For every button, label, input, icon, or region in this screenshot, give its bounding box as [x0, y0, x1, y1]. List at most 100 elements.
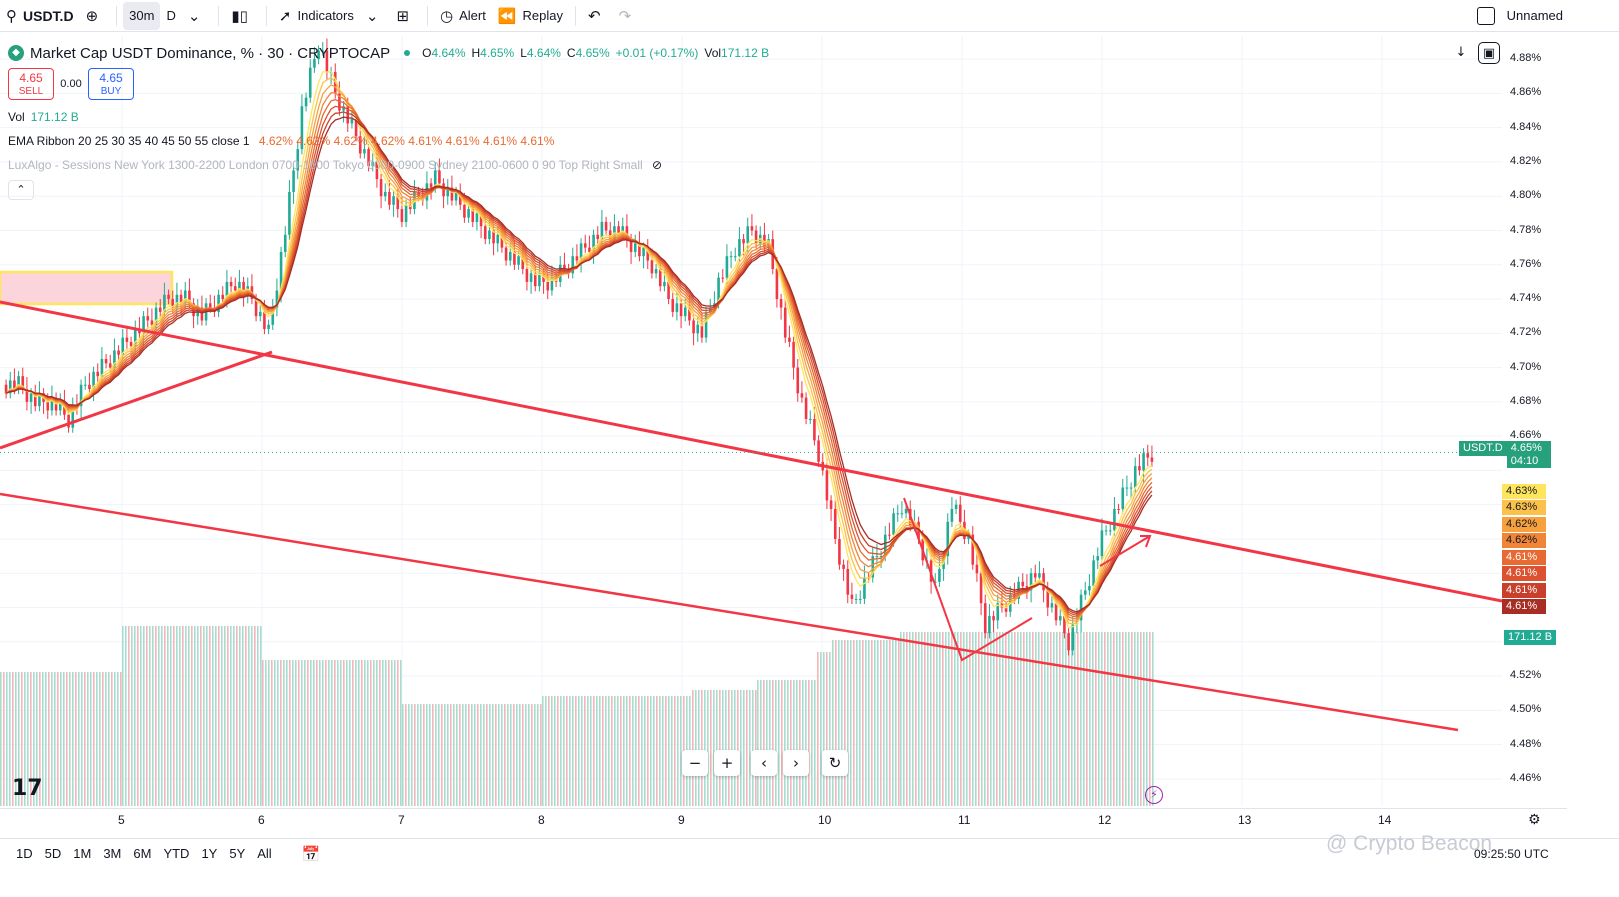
volume-bar	[695, 690, 697, 806]
indicators-dropdown[interactable]: ⌄	[360, 2, 391, 30]
volume-bar	[6, 672, 8, 806]
legend-title[interactable]: Market Cap USDT Dominance, % · 30 · CRYP…	[30, 44, 391, 62]
indicators-button[interactable]: ➚ Indicators	[273, 2, 360, 30]
candle-body	[58, 401, 62, 411]
hidden-eye-icon[interactable]: ⊘	[652, 158, 663, 172]
sell-button[interactable]: 4.65 SELL	[8, 68, 54, 100]
volume-bar	[280, 660, 282, 806]
candle-body	[742, 239, 745, 244]
candle-body	[496, 234, 500, 244]
volume-bar	[328, 660, 330, 806]
range-button[interactable]: 5Y	[229, 846, 246, 861]
volume-bar	[420, 704, 422, 806]
chart-type-button[interactable]: ▮▯	[225, 2, 260, 30]
candle-body	[1133, 466, 1137, 488]
volume-bar	[611, 696, 613, 806]
undo-button[interactable]: ↶	[582, 2, 613, 30]
volume-bar	[1098, 632, 1100, 806]
candle-body	[967, 534, 970, 539]
candle-body	[288, 191, 291, 235]
candle-body	[900, 513, 904, 515]
time-tick-label: 9	[678, 813, 685, 827]
range-button[interactable]: 6M	[133, 846, 152, 861]
volume-bar	[114, 672, 116, 806]
candle-body	[217, 294, 220, 312]
ema-price-tag: 4.63%	[1502, 500, 1546, 515]
volume-bar	[197, 626, 199, 806]
candle-body	[163, 294, 166, 312]
calendar-icon[interactable]: 📅	[301, 844, 321, 863]
reset-chart-button[interactable]: ↻	[822, 750, 848, 776]
range-button[interactable]: 5D	[44, 846, 62, 861]
volume-bar	[1044, 632, 1046, 806]
volume-bar	[495, 704, 497, 806]
volume-bar	[1035, 632, 1037, 806]
volume-bar	[456, 704, 458, 806]
settings-icon[interactable]: ⚙	[1528, 812, 1541, 828]
volume-bar	[716, 690, 718, 806]
candle-body	[296, 149, 300, 171]
replay-button[interactable]: ⏪ Replay	[492, 2, 569, 30]
redo-button[interactable]: ↷	[613, 2, 644, 30]
candle-body	[167, 294, 170, 300]
interval-30m-button[interactable]: 30m	[123, 1, 161, 30]
volume-bar	[1101, 632, 1103, 806]
compare-button[interactable]: ⊕	[80, 2, 111, 30]
zoom-out-button[interactable]: −	[682, 750, 708, 776]
volume-bar	[632, 696, 634, 806]
price-chart[interactable]	[0, 36, 1502, 806]
range-button[interactable]: 1Y	[201, 846, 218, 861]
interval-d-button[interactable]: D	[160, 2, 181, 30]
time-axis[interactable]: 5 6 7 8 9 10 11 12 13 14	[0, 808, 1567, 830]
templates-button[interactable]: ⊞	[390, 2, 421, 30]
candle-body	[792, 341, 795, 368]
volume-bar	[880, 640, 882, 806]
range-button[interactable]: 1M	[73, 846, 92, 861]
price-tick-label: 4.80%	[1510, 189, 1542, 202]
range-button[interactable]: YTD	[163, 846, 190, 861]
volume-bar	[367, 660, 369, 806]
range-button[interactable]: 3M	[103, 846, 122, 861]
scroll-down-icon[interactable]: ↓	[1455, 45, 1467, 60]
volume-bar	[623, 696, 625, 806]
volume-bar	[731, 690, 733, 806]
volume-bar	[760, 680, 762, 806]
sell-label: SELL	[18, 86, 44, 97]
candle-body	[350, 119, 354, 124]
candle-body	[104, 359, 108, 364]
price-axis[interactable]: 4.88% 4.86% 4.84% 4.82% 4.80% 4.78% 4.76% 4.74%…	[1502, 36, 1567, 806]
range-button[interactable]: All	[257, 846, 272, 861]
scroll-right-button[interactable]: ›	[783, 750, 809, 776]
candle-body	[625, 226, 629, 240]
volume-bar	[355, 660, 357, 806]
volume-bar	[1128, 632, 1130, 806]
volume-bar	[906, 632, 908, 806]
pane-tools: ↓ ▣	[1450, 42, 1500, 64]
candle-body	[979, 573, 983, 604]
volume-bar	[313, 660, 315, 806]
zoom-in-button[interactable]: +	[714, 750, 740, 776]
volume-bar	[93, 672, 95, 806]
layout-button[interactable]: Unnamed	[1471, 2, 1569, 30]
market-status-icon	[404, 50, 411, 56]
utc-clock[interactable]: 09:25:50 UTC	[1474, 847, 1549, 861]
interval-dropdown[interactable]: ⌄	[182, 2, 213, 30]
scroll-left-button[interactable]: ‹	[751, 750, 777, 776]
volume-bar	[69, 672, 71, 806]
ema-ribbon-row[interactable]: EMA Ribbon 20 25 30 35 40 45 50 55 close…	[8, 130, 775, 152]
volume-bar	[188, 626, 190, 806]
range-button[interactable]: 1D	[16, 846, 33, 861]
buy-button[interactable]: 4.65 BUY	[88, 68, 134, 100]
volume-indicator-row[interactable]: Vol 171.12 B	[8, 106, 775, 128]
maximize-pane-icon[interactable]: ▣	[1478, 42, 1500, 64]
collapse-legend-button[interactable]: ⌃	[8, 180, 34, 200]
candle-body	[1092, 560, 1095, 587]
volume-bar	[203, 626, 205, 806]
chart-pane[interactable]	[0, 36, 1567, 806]
luxalgo-sessions-row[interactable]: LuxAlgo - Sessions New York 1300-2200 Lo…	[8, 154, 775, 176]
lightning-icon[interactable]: ⚡	[1145, 786, 1163, 804]
alert-button[interactable]: ◷ Alert	[434, 2, 492, 30]
symbol-search[interactable]: ⚲ USDT.D	[0, 2, 80, 30]
candle-body	[1138, 466, 1141, 471]
last-price-symbol: USDT.D	[1459, 441, 1507, 456]
